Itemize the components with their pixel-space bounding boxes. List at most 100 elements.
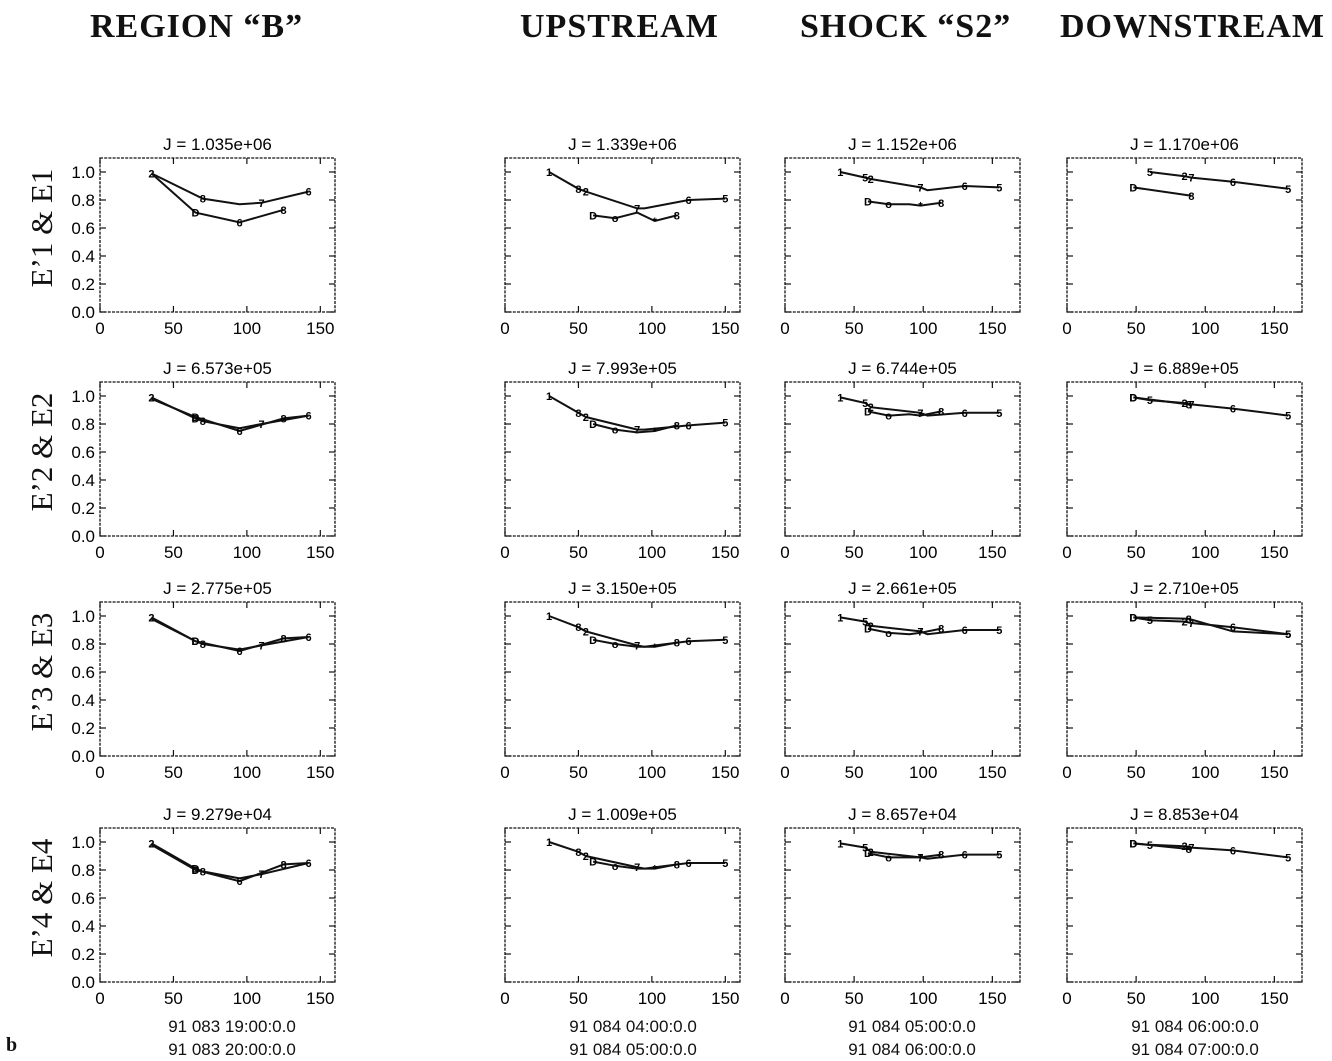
point-marker: 5 (862, 617, 868, 629)
point-marker: o (612, 213, 619, 225)
header-shock: SHOCK “S2” (800, 8, 1012, 45)
point-marker: 2 (868, 402, 874, 414)
point-marker: 2 (868, 174, 874, 186)
series-line (867, 410, 942, 417)
x-tick-label: 0 (1062, 543, 1071, 562)
series-line (548, 841, 726, 870)
x-tick-label: 50 (1127, 989, 1146, 1008)
y-tick-label: 0.0 (71, 527, 95, 546)
plot-title: J = 6.889e+05 (1130, 359, 1239, 378)
point-marker: 2 (583, 851, 589, 863)
point-marker: 2 (1181, 617, 1187, 629)
plot-title: J = 2.775e+05 (163, 579, 272, 598)
x-tick-label: 150 (1260, 319, 1288, 338)
header-downstream: DOWNSTREAM (1060, 8, 1326, 45)
point-marker: 8 (938, 406, 944, 418)
time-start: 91 084 04:00:0.0 (569, 1017, 697, 1036)
series-line (548, 395, 726, 431)
point-marker: o (885, 628, 892, 640)
point-marker: 8 (200, 416, 206, 428)
point-marker: 1 (837, 392, 843, 404)
point-marker: D (589, 635, 597, 647)
point-marker: 5 (1285, 629, 1291, 641)
x-tick-label: 150 (306, 543, 334, 562)
y-tick-label: 0.2 (71, 499, 95, 518)
point-marker: 5 (996, 182, 1002, 194)
point-marker: 2 (148, 392, 154, 404)
x-tick-label: 0 (1062, 763, 1071, 782)
point-marker: 2 (868, 621, 874, 633)
point-marker: D (1129, 612, 1137, 624)
plot-frame (504, 157, 741, 313)
plot-title: J = 2.710e+05 (1130, 579, 1239, 598)
point-marker: 8 (575, 847, 581, 859)
x-tick-label: 150 (711, 543, 739, 562)
y-tick-label: 1.0 (71, 387, 95, 406)
point-marker: 1 (837, 612, 843, 624)
x-tick-label: 100 (909, 319, 937, 338)
x-tick-label: 100 (638, 989, 666, 1008)
x-tick-label: 50 (164, 989, 183, 1008)
x-tick-label: 50 (1127, 319, 1146, 338)
point-marker: 8 (281, 859, 287, 871)
point-marker: 5 (1147, 167, 1153, 179)
point-marker: D (1129, 392, 1137, 404)
point-marker: 5 (996, 408, 1002, 420)
plot-title: J = 8.853e+04 (1130, 805, 1239, 824)
x-tick-label: 150 (306, 989, 334, 1008)
series-line (840, 171, 1000, 192)
y-tick-label: 0.2 (71, 945, 95, 964)
point-marker: 1 (546, 611, 552, 623)
x-tick-label: 0 (500, 543, 509, 562)
point-marker: 1 (546, 837, 552, 849)
x-tick-label: 150 (306, 763, 334, 782)
point-marker: 7 (1188, 618, 1194, 630)
point-marker: o (612, 861, 619, 873)
point-marker: 6 (306, 187, 312, 199)
series-line (1133, 616, 1289, 636)
x-tick-label: 150 (711, 989, 739, 1008)
series-line (867, 627, 942, 636)
figure-panel-label: b (6, 1034, 18, 1056)
point-marker: 6 (962, 181, 968, 193)
point-marker: 5 (1285, 629, 1291, 641)
point-marker: 5 (862, 843, 868, 855)
x-tick-label: 50 (569, 763, 588, 782)
header-region: REGION “B” (90, 8, 304, 45)
x-tick-label: 150 (711, 763, 739, 782)
x-tick-label: 150 (1260, 989, 1288, 1008)
x-tick-label: 0 (780, 319, 789, 338)
point-marker: D (864, 406, 872, 418)
point-marker: 8 (200, 194, 206, 206)
point-marker: o (885, 411, 892, 423)
point-marker: 6 (686, 858, 692, 870)
x-tick-label: 100 (233, 543, 261, 562)
point-marker: 6 (236, 426, 242, 438)
x-tick-label: 50 (164, 319, 183, 338)
time-range-downstream: 91 084 06:00:0.0 91 084 07:00:0.0 (1131, 1015, 1259, 1061)
point-marker: 6 (236, 217, 242, 229)
plot-frame (1066, 827, 1303, 983)
point-marker: o (612, 425, 619, 437)
time-start: 91 083 19:00:0.0 (168, 1017, 296, 1036)
point-marker: D (864, 196, 872, 208)
point-marker: 1 (546, 167, 552, 179)
x-tick-label: 50 (164, 543, 183, 562)
plot-title: J = 6.573e+05 (163, 359, 272, 378)
point-marker: 8 (1186, 399, 1192, 411)
series-line (1133, 396, 1192, 407)
x-tick-label: 100 (1191, 543, 1219, 562)
x-tick-label: 100 (638, 319, 666, 338)
point-marker: D (1129, 612, 1137, 624)
x-tick-label: 0 (95, 763, 104, 782)
y-tick-label: 1.0 (71, 163, 95, 182)
point-marker: 5 (862, 173, 868, 185)
point-marker: 7 (634, 203, 640, 215)
series-line (150, 617, 309, 653)
x-tick-label: 150 (978, 989, 1006, 1008)
point-marker: 8 (1188, 191, 1194, 203)
series-line (867, 852, 942, 859)
y-tick-label: 0.8 (71, 635, 95, 654)
x-tick-label: 0 (95, 319, 104, 338)
point-marker: * (918, 852, 923, 864)
